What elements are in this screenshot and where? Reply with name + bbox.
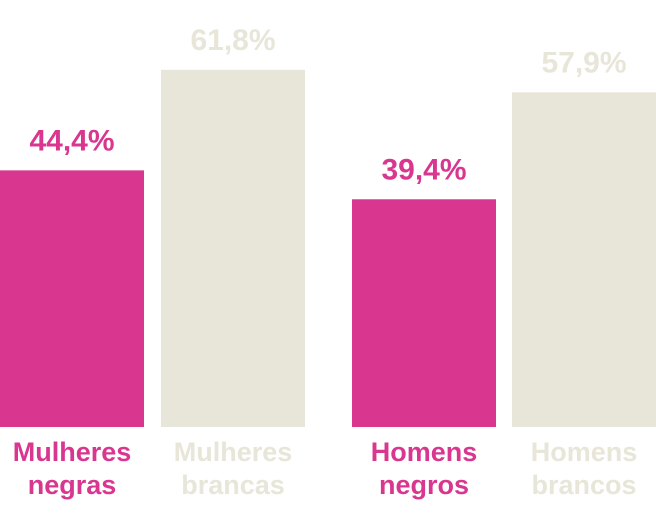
bar [352,199,496,427]
category-label: Homens brancos [530,437,638,500]
value-label: 39,4% [381,153,466,186]
bar [0,170,144,428]
value-label: 44,4% [29,124,114,157]
value-label: 61,8% [190,24,275,57]
bar [512,92,656,427]
category-label: Homens negros [370,437,478,500]
value-label: 57,9% [541,46,626,79]
category-label: Mulheres brancas [173,437,293,500]
bar [161,69,305,428]
category-label: Mulheres negras [12,437,132,500]
